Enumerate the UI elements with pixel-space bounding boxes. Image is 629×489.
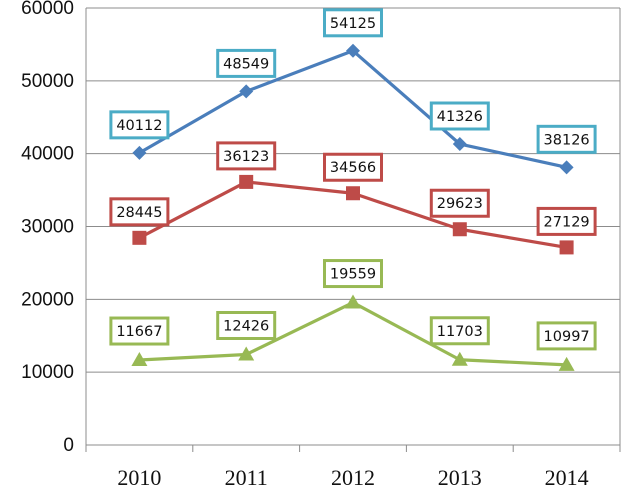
x-tick-label: 2014 (545, 465, 589, 489)
data-label: 19559 (330, 267, 376, 283)
series-lines (131, 43, 575, 371)
data-label-box (323, 259, 383, 289)
data-label: 27129 (544, 214, 590, 230)
triangle-marker (345, 294, 361, 309)
x-tick-label: 2011 (225, 465, 268, 489)
y-tick-label: 10000 (21, 362, 74, 383)
data-label-box (429, 188, 490, 218)
triangle-marker (558, 356, 575, 371)
triangle-marker (238, 346, 255, 361)
data-label-box (536, 321, 597, 351)
square-marker (132, 230, 147, 245)
data-label: 41326 (437, 109, 483, 125)
data-label: 54125 (330, 16, 376, 32)
y-tick-label: 50000 (21, 71, 74, 92)
square-marker (346, 186, 360, 201)
square-marker (559, 240, 574, 255)
data-label: 11703 (437, 324, 483, 340)
data-label-box (216, 48, 277, 78)
data-label: 12426 (223, 318, 269, 334)
data-label: 36123 (223, 149, 269, 165)
y-tick-label: 60000 (21, 0, 74, 19)
data-label-box (109, 110, 170, 140)
data-label-box (536, 206, 597, 236)
data-label: 29623 (437, 196, 483, 212)
x-tick-label: 2012 (331, 465, 375, 489)
data-label-box (323, 152, 383, 182)
diamond-marker (239, 84, 254, 99)
data-label-box (216, 310, 277, 340)
data-label: 38126 (544, 132, 590, 148)
diamond-marker (346, 43, 360, 58)
y-tick-label: 20000 (21, 289, 74, 310)
axes: 0 10000 20000 30000 40000 50000 60000 2010 2011 2… (21, 0, 621, 489)
data-label-box (429, 316, 490, 346)
data-label: 34566 (330, 160, 376, 176)
x-tick-label: 2013 (438, 465, 482, 489)
data-labels: 40112 48549 54125 41326 38126 28445 36123 34566… (109, 8, 597, 351)
square-marker (239, 174, 254, 189)
data-label-box (109, 197, 170, 227)
data-label: 11667 (116, 324, 162, 340)
data-label: 40112 (116, 118, 162, 134)
diamond-marker (559, 160, 574, 175)
diamond-marker (132, 145, 147, 160)
y-tick-label: 30000 (21, 217, 74, 238)
y-tick-label: 40000 (21, 144, 74, 165)
data-label: 48549 (223, 56, 269, 72)
triangle-marker (131, 352, 148, 367)
data-label-box (429, 101, 490, 131)
series-line-1 (138, 49, 567, 169)
data-label-box (216, 141, 277, 171)
data-label-box (536, 124, 597, 154)
y-tick-label: 0 (63, 435, 74, 456)
data-label-box (109, 316, 170, 346)
square-marker (452, 222, 467, 237)
series-line-3 (139, 300, 567, 367)
x-tick-label: 2010 (117, 465, 161, 489)
data-label: 28445 (116, 205, 162, 221)
data-label-box (323, 8, 383, 38)
triangle-marker (451, 351, 468, 366)
data-label: 10997 (544, 329, 590, 345)
diamond-marker (452, 137, 467, 152)
